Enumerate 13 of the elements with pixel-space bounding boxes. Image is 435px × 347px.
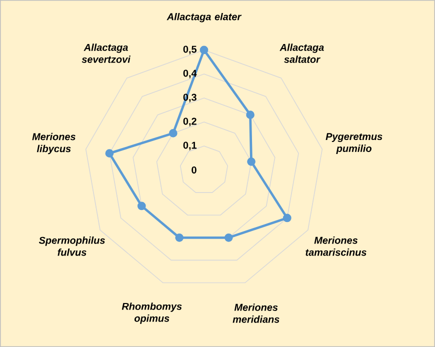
spoke-label: Meriones meridians <box>232 304 280 323</box>
y-tick-label: 0,2 <box>183 118 196 126</box>
spoke-label: Rhombomys opimus <box>122 302 182 324</box>
spoke-label: Allactaga elater <box>166 12 242 22</box>
spoke-label: Allactaga severtzovi <box>82 44 131 63</box>
y-tick-label: 0 <box>192 166 196 174</box>
y-tick-label: 0,5 <box>183 46 197 54</box>
spoke-label: Allactaga saltator <box>280 44 324 63</box>
y-tick-label: 0,1 <box>183 142 197 150</box>
spoke-label: Meriones tamariscinus <box>306 236 366 256</box>
spoke-label: Spermophilus fulvus <box>38 236 105 256</box>
spoke-label: Meriones libycus <box>32 132 76 154</box>
spoke-label: Pygeretmus pumilio <box>326 133 382 154</box>
